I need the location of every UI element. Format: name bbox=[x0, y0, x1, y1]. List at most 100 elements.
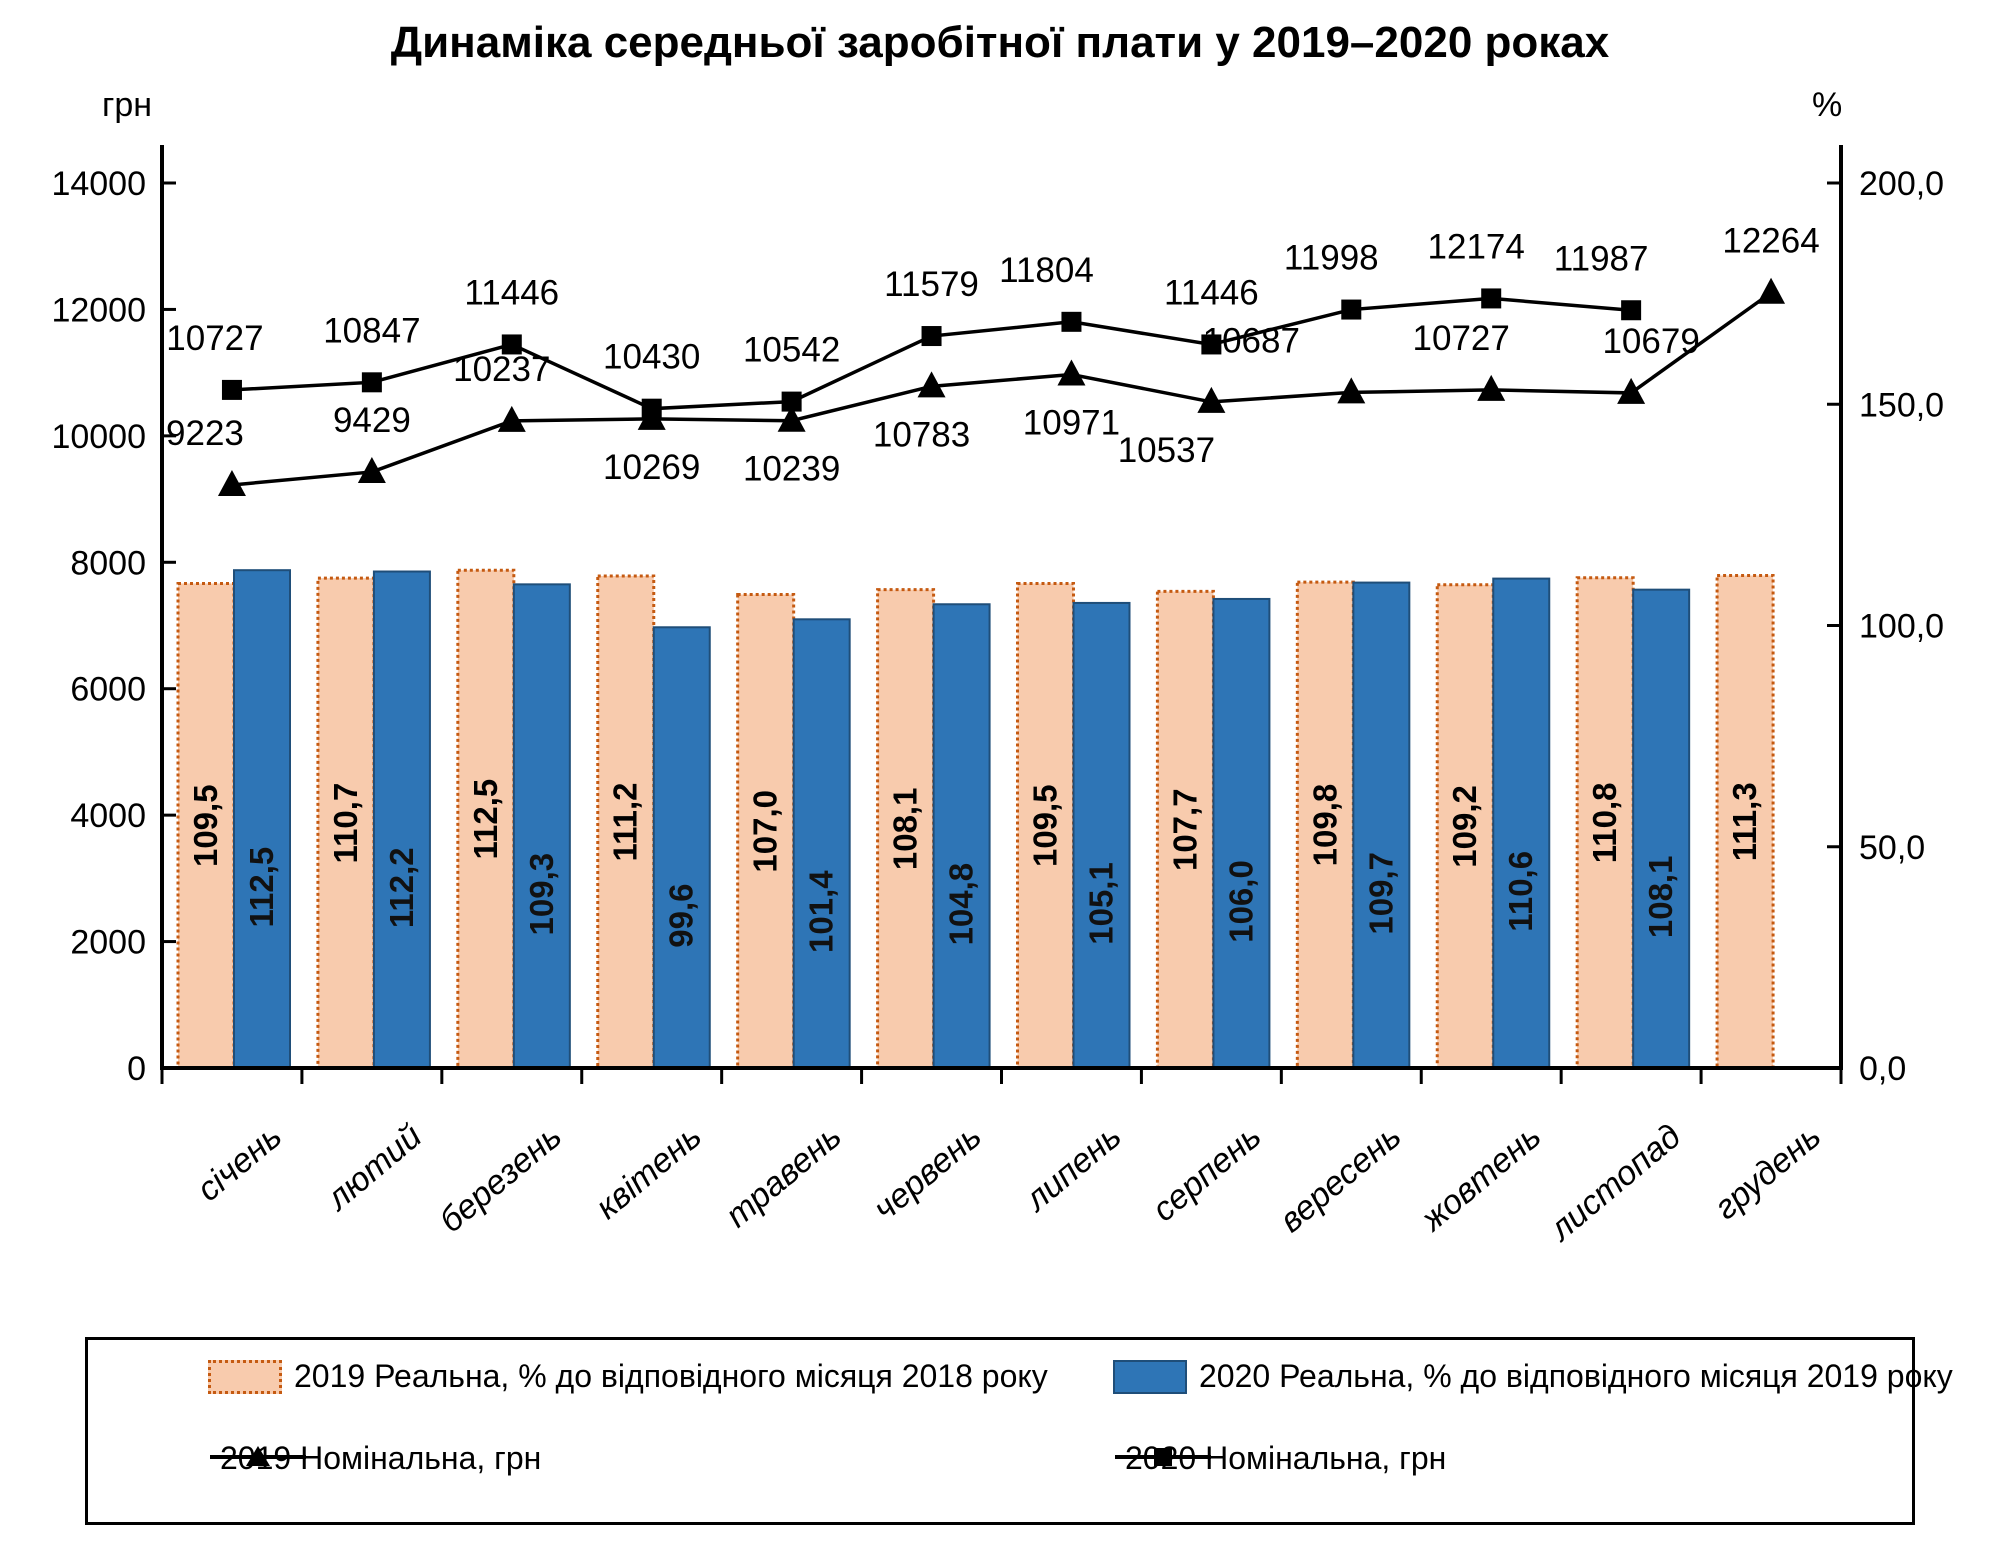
nominal-2020-marker-square bbox=[921, 326, 942, 347]
left-axis-tick-label: 0 bbox=[127, 1050, 146, 1088]
legend-line-triangle-icon bbox=[210, 1446, 306, 1466]
bar-label-2020-real: 109,3 bbox=[523, 853, 560, 936]
x-axis-month-label: грудень bbox=[1707, 1117, 1828, 1227]
nominal-2019-marker-triangle bbox=[1197, 386, 1226, 413]
bar-2020-real bbox=[1352, 581, 1411, 1069]
bar-2020-real bbox=[233, 569, 291, 1069]
bar-label-2020-real: 104,8 bbox=[943, 863, 980, 946]
nominal-2020-marker-square bbox=[221, 379, 242, 400]
bar-label-2019-real: 111,3 bbox=[1726, 782, 1763, 861]
bar-2019-real bbox=[1016, 581, 1075, 1070]
bar-2019-real bbox=[1295, 580, 1355, 1070]
nominal-2019-data-label: 10537 bbox=[1118, 431, 1215, 470]
bar-label-2019-real: 109,2 bbox=[1446, 785, 1483, 868]
bar-2019-real bbox=[176, 581, 236, 1070]
legend-label-2020-real: 2020 Реальна, % до відповідного місяця 2… bbox=[1199, 1358, 1953, 1394]
x-axis-month-label: липень bbox=[1017, 1117, 1129, 1220]
nominal-2020-marker-square bbox=[1341, 299, 1362, 320]
x-axis-month-label: травень bbox=[718, 1117, 848, 1235]
bar-label-2019-real: 107,0 bbox=[747, 790, 784, 873]
legend-label-2019-real: 2019 Реальна, % до відповідного місяця 2… bbox=[294, 1358, 1048, 1394]
nominal-2020-data-label: 11998 bbox=[1284, 239, 1379, 278]
nominal-2020-data-label: 10847 bbox=[323, 311, 420, 350]
bar-label-2019-real: 109,8 bbox=[1306, 784, 1343, 867]
nominal-2019-data-label: 10269 bbox=[603, 448, 700, 487]
nominal-2019-marker-triangle bbox=[917, 371, 946, 398]
bar-label-2020-real: 106,0 bbox=[1222, 860, 1259, 943]
nominal-2019-marker-triangle bbox=[497, 405, 526, 432]
bar-label-2019-real: 110,8 bbox=[1586, 782, 1623, 863]
left-axis-tick-label: 6000 bbox=[70, 671, 146, 709]
nominal-2019-marker-triangle bbox=[637, 403, 666, 430]
x-axis-month-label: січень bbox=[190, 1117, 289, 1209]
nominal-2019-marker-triangle bbox=[1477, 374, 1506, 401]
bar-label-2020-real: 110,6 bbox=[1502, 851, 1539, 932]
nominal-2020-marker-square bbox=[501, 334, 522, 355]
nominal-2020-data-label: 10727 bbox=[166, 319, 263, 358]
right-axis-tick-label: 150,0 bbox=[1859, 386, 1944, 424]
bar-2019-real bbox=[736, 593, 796, 1070]
x-axis-month-label: лютий bbox=[318, 1117, 429, 1219]
legend: 2019 Реальна, % до відповідного місяця 2… bbox=[85, 1337, 1953, 1525]
right-axis-tick-label: 100,0 bbox=[1859, 608, 1944, 646]
bar-label-2020-real: 105,1 bbox=[1083, 862, 1120, 945]
nominal-2020-data-label: 10542 bbox=[743, 331, 840, 370]
bar-label-2019-real: 110,7 bbox=[327, 783, 364, 864]
nominal-2019-marker-triangle bbox=[217, 469, 246, 496]
bar-label-2020-real: 109,7 bbox=[1362, 852, 1399, 935]
x-axis-month-label: квітень bbox=[589, 1117, 709, 1227]
nominal-2020-data-label: 10430 bbox=[603, 338, 700, 377]
x-axis-month-label: березень bbox=[432, 1117, 569, 1240]
nominal-2020-data-label: 11579 bbox=[884, 265, 979, 304]
bar-2019-real bbox=[1715, 573, 1775, 1070]
nominal-2020-data-label: 11987 bbox=[1554, 239, 1649, 278]
bar-2020-real bbox=[1072, 601, 1131, 1069]
right-axis-tick-label: 0,0 bbox=[1859, 1050, 1906, 1088]
bar-label-2020-real: 99,6 bbox=[663, 884, 700, 948]
bar-label-2019-real: 109,5 bbox=[1027, 784, 1064, 867]
nominal-2019-data-label: 10237 bbox=[453, 350, 550, 389]
x-axis-month-label: вересень bbox=[1272, 1117, 1408, 1240]
left-axis-unit: грн bbox=[102, 86, 153, 124]
x-axis-month-label: жовтень bbox=[1412, 1117, 1548, 1240]
right-axis-tick-label: 50,0 bbox=[1859, 829, 1925, 867]
nominal-2020-data-label: 11446 bbox=[464, 273, 559, 312]
left-axis-tick-label: 8000 bbox=[70, 544, 146, 582]
nominal-2020-marker-square bbox=[361, 372, 382, 393]
bar-label-2020-real: 112,5 bbox=[243, 847, 280, 928]
nominal-2020-marker-square bbox=[1621, 300, 1642, 321]
x-axis-month-label: листопад bbox=[1541, 1117, 1688, 1249]
bar-label-2020-real: 101,4 bbox=[803, 870, 840, 953]
legend-item-2020-nominal: 2020 Номінальна, грн bbox=[1113, 1440, 1446, 1477]
bar-2019-real bbox=[316, 576, 376, 1070]
nominal-2019-marker-triangle bbox=[357, 456, 386, 483]
bar-label-2019-real: 112,5 bbox=[467, 779, 504, 860]
nominal-2020-marker-square bbox=[781, 391, 802, 412]
right-axis-unit: % bbox=[1812, 86, 1843, 124]
nominal-2020-marker-square bbox=[1061, 311, 1082, 332]
left-axis-tick-label: 14000 bbox=[51, 165, 146, 203]
nominal-2019-data-label: 9223 bbox=[166, 414, 244, 453]
legend-item-2020-real: 2020 Реальна, % до відповідного місяця 2… bbox=[1113, 1358, 1953, 1395]
bar-label-2019-real: 109,5 bbox=[187, 784, 224, 867]
nominal-2020-marker-square bbox=[1201, 334, 1222, 355]
legend-swatch-2020-real-icon bbox=[1113, 1359, 1187, 1394]
nominal-2019-marker-triangle bbox=[1617, 377, 1646, 404]
chart-title: Динаміка середньої заробітної плати у 20… bbox=[390, 18, 1610, 67]
bar-2020-real bbox=[652, 626, 711, 1070]
legend-item-2019-nominal: 2019 Номінальна, грн bbox=[208, 1440, 541, 1477]
left-axis-tick-label: 2000 bbox=[70, 924, 146, 962]
bar-2020-real bbox=[372, 570, 431, 1069]
nominal-2019-data-label: 10239 bbox=[743, 450, 840, 489]
legend-line-square-icon bbox=[1115, 1448, 1211, 1466]
nominal-2020-data-label: 12174 bbox=[1428, 227, 1525, 266]
left-axis-tick-label: 4000 bbox=[70, 797, 146, 835]
bar-2019-real bbox=[596, 574, 656, 1070]
legend-item-2019-real: 2019 Реальна, % до відповідного місяця 2… bbox=[208, 1358, 1048, 1395]
nominal-2020-data-label: 11446 bbox=[1164, 273, 1259, 312]
nominal-2020-data-label: 11804 bbox=[999, 251, 1094, 290]
legend-swatch-2019-real-icon bbox=[208, 1359, 282, 1394]
nominal-2019-data-label: 12264 bbox=[1722, 222, 1819, 261]
